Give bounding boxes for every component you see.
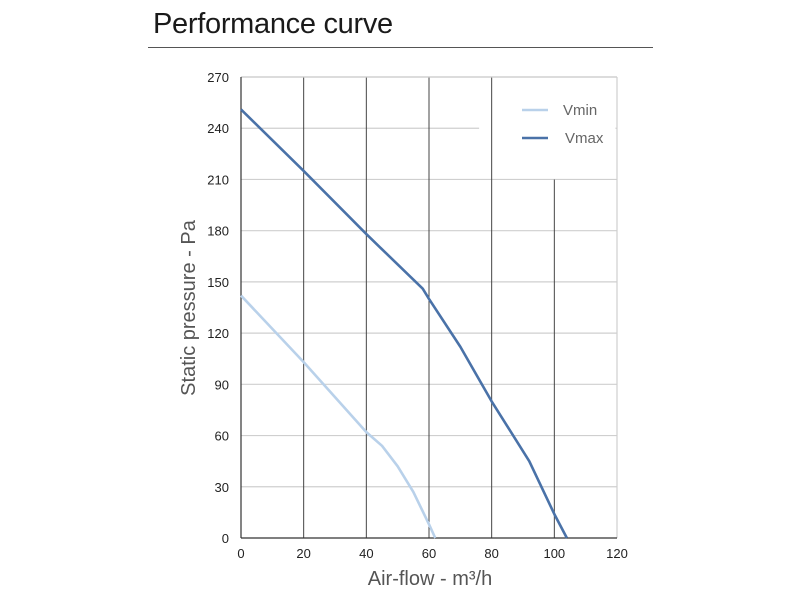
y-tick-label: 150 [207,275,229,290]
legend: Vmin Vmax [522,102,604,147]
y-tick-label: 180 [207,224,229,239]
x-axis-label: Air-flow - m³/h [368,568,492,590]
y-tick-label: 30 [215,480,229,495]
x-tick-label: 20 [296,546,310,561]
legend-label-vmin: Vmin [563,102,597,119]
x-tick-label: 0 [237,546,244,561]
x-tick-label: 80 [484,546,498,561]
y-tick-label: 240 [207,121,229,136]
x-tick-label: 120 [606,546,628,561]
y-tick-label: 270 [207,70,229,85]
y-tick-label: 210 [207,172,229,187]
x-tick-label: 60 [422,546,436,561]
y-tick-label: 90 [215,377,229,392]
y-axis-label: Static pressure - Pa [178,219,200,396]
y-tick-label: 120 [207,326,229,341]
chart-title: Performance curve [153,8,393,40]
series-line-vmin [240,294,437,539]
y-tick-label: 60 [215,429,229,444]
series-line-vmax [240,108,569,539]
title-divider [148,47,653,48]
legend-label-vmax: Vmax [565,130,604,147]
legend-background [479,87,616,178]
y-tick-label: 0 [222,531,229,546]
x-tick-label: 100 [543,546,565,561]
x-tick-label: 40 [359,546,373,561]
